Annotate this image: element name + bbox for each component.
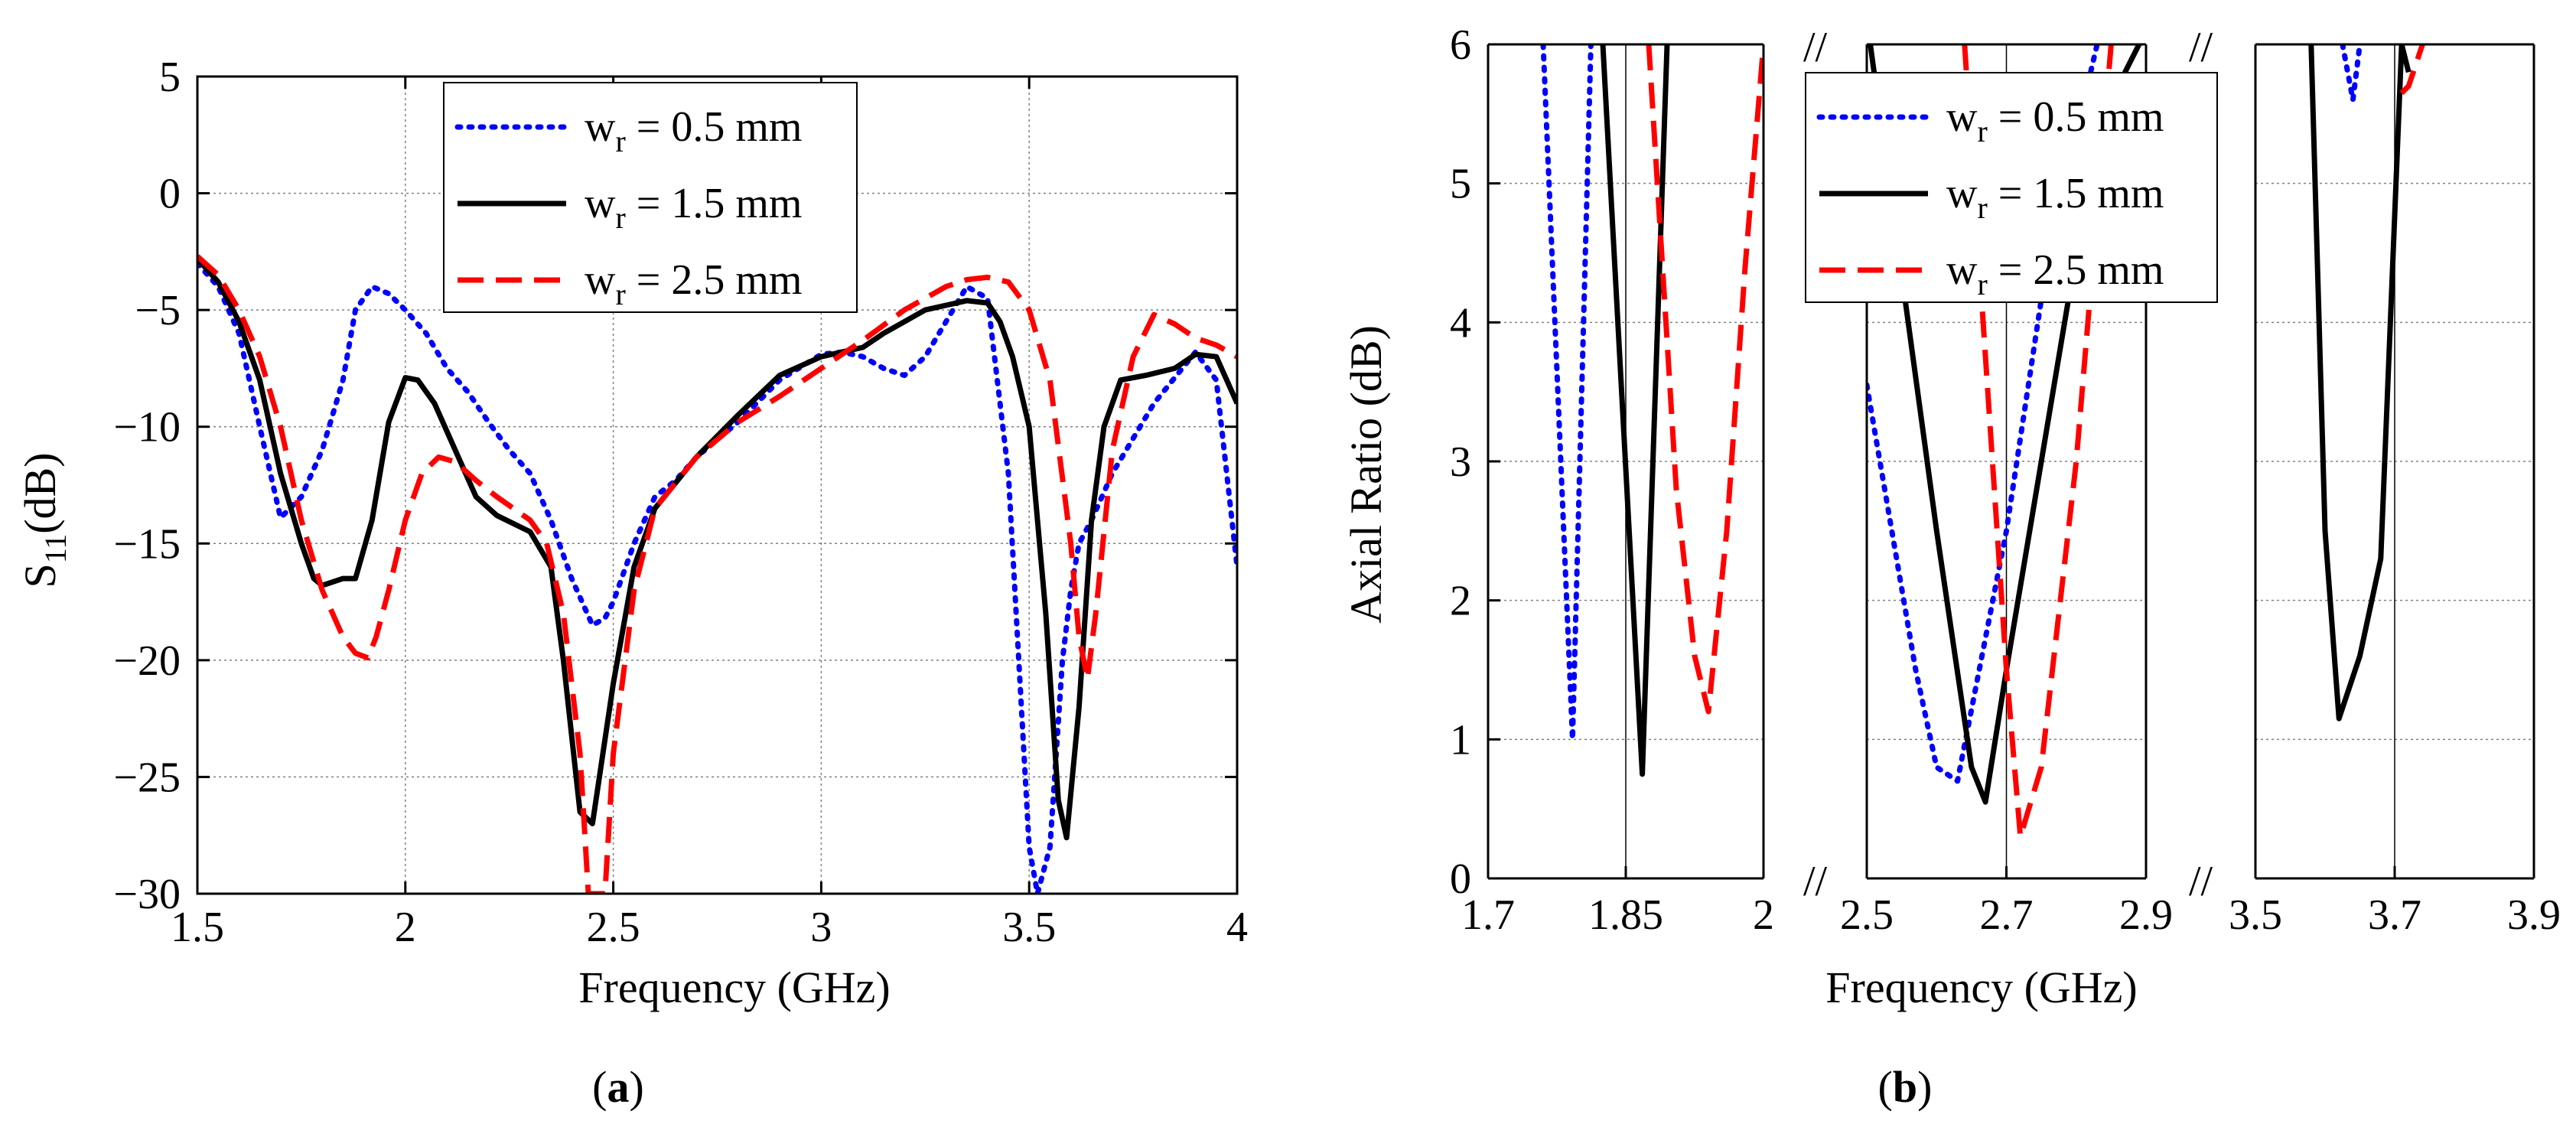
axial-ratio-series-line-1 bbox=[1540, 44, 1594, 742]
s11-y-tick-label: 5 bbox=[159, 54, 181, 101]
legend-label-3: wr = 2.5 mm bbox=[1946, 246, 2164, 301]
s11-legend: wr = 0.5 mm wr = 1.5 mm wr = 2.5 mm bbox=[443, 82, 858, 313]
axial-ratio-x-tick-label: 2.9 bbox=[2119, 891, 2173, 939]
axial-ratio-series-line-2 bbox=[2308, 44, 2412, 722]
axial-ratio-plot-frames bbox=[1487, 43, 2535, 880]
legend-box bbox=[1805, 72, 2218, 303]
s11-y-tick-label: −30 bbox=[113, 871, 181, 918]
panel-label-b: (b) bbox=[1878, 1062, 1933, 1112]
s11-series-line-2 bbox=[197, 256, 1237, 841]
axial-ratio-y-tick-label: 1 bbox=[1450, 716, 1471, 764]
legend-box bbox=[443, 82, 858, 313]
axial-ratio-y-tick-label: 3 bbox=[1450, 438, 1471, 486]
legend-label-2: wr = 1.5 mm bbox=[1946, 170, 2164, 225]
axis-break-mark: // bbox=[2189, 858, 2213, 905]
s11-x-tick-label: 2 bbox=[395, 904, 416, 951]
axial-ratio-x-tick-label: 2 bbox=[1753, 891, 1774, 939]
s11-x-tick-label: 4 bbox=[1226, 904, 1248, 951]
axis-break-mark: // bbox=[1803, 858, 1828, 905]
s11-x-axis-label: Frequency (GHz) bbox=[578, 963, 890, 1012]
legend-label-1: wr = 0.5 mm bbox=[1946, 93, 2164, 148]
s11-x-tick-label: 3.5 bbox=[1002, 904, 1056, 951]
axial-ratio-axis-breaks: // // // // bbox=[1803, 24, 2213, 905]
axial-ratio-x-tick-label: 1.85 bbox=[1588, 891, 1663, 939]
s11-series-line-1 bbox=[197, 260, 1237, 894]
axial-ratio-x-tick-label: 3.5 bbox=[2229, 891, 2282, 939]
axial-ratio-series-line-1 bbox=[2340, 44, 2363, 103]
s11-x-tick-label: 1.5 bbox=[171, 904, 224, 951]
axial-ratio-y-axis-label: Axial Ratio (dB) bbox=[1341, 325, 1391, 624]
legend-label-2: wr = 1.5 mm bbox=[585, 180, 802, 235]
s11-x-tick-label: 2.5 bbox=[587, 904, 640, 951]
axial-ratio-series-line-3 bbox=[2399, 44, 2425, 96]
s11-y-tick-label: −10 bbox=[113, 404, 181, 451]
axial-ratio-legend: wr = 0.5 mm wr = 1.5 mm wr = 2.5 mm bbox=[1805, 72, 2218, 303]
axial-ratio-ticks: 1.7 1.85 2 2.5 2.7 2.9 3.5 3.7 3.9 0 1 2 3 4 5 6 bbox=[1450, 21, 2561, 939]
axial-ratio-x-tick-label: 3.7 bbox=[2368, 891, 2421, 939]
s11-series bbox=[197, 254, 1237, 894]
s11-y-tick-label: −25 bbox=[113, 754, 181, 801]
axial-ratio-x-tick-label: 2.5 bbox=[1840, 891, 1894, 939]
s11-ticks: 1.5 2 2.5 3 3.5 4 −30 −25 −20 −15 −10 −5 0 5 bbox=[113, 54, 1248, 951]
panel-label-a: (a) bbox=[592, 1062, 644, 1112]
s11-y-tick-label: 0 bbox=[159, 171, 181, 218]
axial-ratio-x-tick-label: 2.7 bbox=[1980, 891, 2034, 939]
axial-ratio-series-line-3 bbox=[1962, 44, 2114, 839]
axis-break-mark: // bbox=[1803, 24, 1828, 71]
legend-label-3: wr = 2.5 mm bbox=[585, 256, 802, 311]
legend-label-1: wr = 0.5 mm bbox=[585, 103, 802, 158]
axial-ratio-y-tick-label: 5 bbox=[1450, 161, 1471, 208]
axial-ratio-x-tick-label: 1.7 bbox=[1461, 891, 1515, 939]
axial-ratio-y-tick-label: 6 bbox=[1450, 21, 1471, 69]
s11-y-axis-label: S11(dB) bbox=[15, 452, 73, 588]
s11-series-line-3 bbox=[197, 254, 1237, 894]
s11-y-tick-label: −5 bbox=[135, 287, 181, 334]
axial-ratio-y-tick-label: 4 bbox=[1450, 299, 1471, 347]
axial-ratio-series-line-2 bbox=[1600, 44, 1670, 777]
axis-break-mark: // bbox=[2189, 24, 2213, 71]
s11-x-tick-label: 3 bbox=[810, 904, 832, 951]
axial-ratio-series-line-3 bbox=[1646, 44, 1763, 715]
s11-y-tick-label: −15 bbox=[113, 520, 181, 568]
axial-ratio-y-tick-label: 0 bbox=[1450, 855, 1471, 903]
axial-ratio-y-tick-label: 2 bbox=[1450, 578, 1471, 625]
svg-text:S11(dB): S11(dB) bbox=[15, 452, 73, 588]
s11-y-tick-label: −20 bbox=[113, 637, 181, 685]
axial-ratio-x-axis-label: Frequency (GHz) bbox=[1825, 963, 2137, 1012]
s11-plot-frame bbox=[196, 75, 1239, 895]
axial-ratio-x-tick-label: 3.9 bbox=[2507, 891, 2561, 939]
axial-ratio-series-line-1 bbox=[1867, 44, 2100, 784]
s11-chart: 1.5 2 2.5 3 3.5 4 −30 −25 −20 −15 −10 −5 0 5 wr = 0.5… bbox=[15, 54, 1248, 1112]
